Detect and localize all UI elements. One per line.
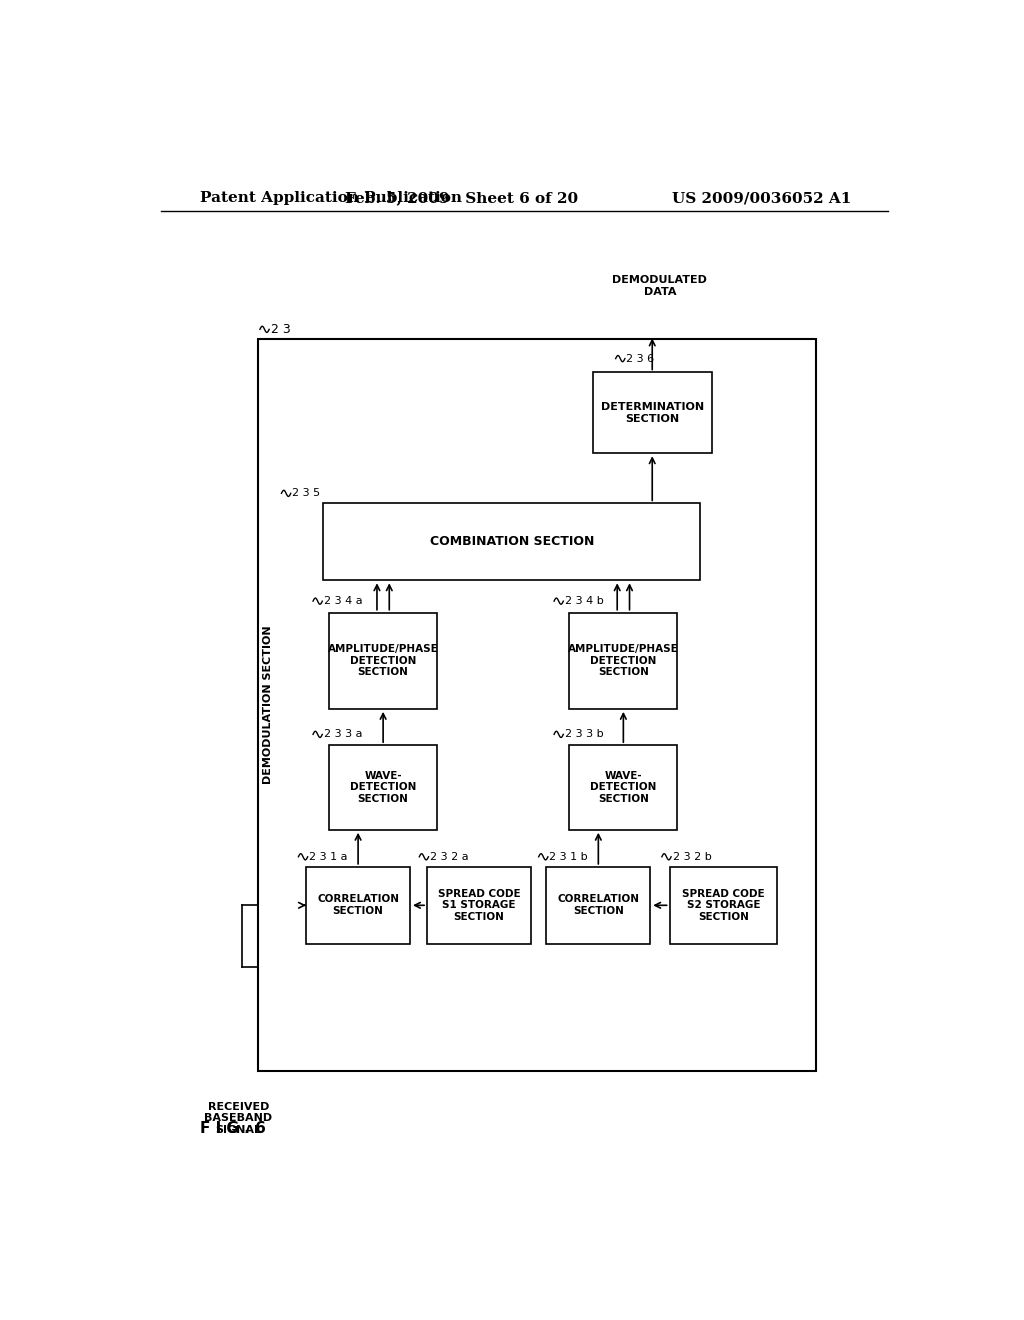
Bar: [670, 867, 777, 944]
Text: Feb. 5, 2009   Sheet 6 of 20: Feb. 5, 2009 Sheet 6 of 20: [345, 191, 579, 206]
Text: 2 3 1 a: 2 3 1 a: [309, 851, 348, 862]
Bar: [569, 612, 677, 709]
Text: 2 3 3 b: 2 3 3 b: [565, 730, 603, 739]
Text: 2 3 3 a: 2 3 3 a: [324, 730, 362, 739]
Bar: [593, 372, 712, 453]
Text: 2 3 6: 2 3 6: [627, 354, 654, 363]
Text: DEMODULATED
DATA: DEMODULATED DATA: [612, 276, 708, 297]
Text: AMPLITUDE/PHASE
DETECTION
SECTION: AMPLITUDE/PHASE DETECTION SECTION: [328, 644, 438, 677]
Text: F I G . 6: F I G . 6: [200, 1121, 266, 1137]
Bar: [323, 503, 700, 581]
Text: AMPLITUDE/PHASE
DETECTION
SECTION: AMPLITUDE/PHASE DETECTION SECTION: [568, 644, 679, 677]
Text: 2 3 4 a: 2 3 4 a: [324, 597, 362, 606]
Text: Patent Application Publication: Patent Application Publication: [200, 191, 462, 206]
Text: SPREAD CODE
S2 STORAGE
SECTION: SPREAD CODE S2 STORAGE SECTION: [682, 888, 765, 921]
Text: CORRELATION
SECTION: CORRELATION SECTION: [557, 895, 639, 916]
Text: COMBINATION SECTION: COMBINATION SECTION: [429, 536, 594, 548]
Bar: [427, 867, 531, 944]
Text: DETERMINATION
SECTION: DETERMINATION SECTION: [601, 403, 703, 424]
Text: 2 3 4 b: 2 3 4 b: [565, 597, 603, 606]
Text: SPREAD CODE
S1 STORAGE
SECTION: SPREAD CODE S1 STORAGE SECTION: [437, 888, 520, 921]
Bar: [306, 867, 410, 944]
Text: 2 3 1 b: 2 3 1 b: [550, 851, 588, 862]
Text: CORRELATION
SECTION: CORRELATION SECTION: [317, 895, 399, 916]
Text: WAVE-
DETECTION
SECTION: WAVE- DETECTION SECTION: [590, 771, 656, 804]
Text: DEMODULATION SECTION: DEMODULATION SECTION: [262, 626, 272, 784]
Text: US 2009/0036052 A1: US 2009/0036052 A1: [673, 191, 852, 206]
Text: WAVE-
DETECTION
SECTION: WAVE- DETECTION SECTION: [350, 771, 417, 804]
Text: 2 3 5: 2 3 5: [292, 488, 321, 499]
Text: 2 3 2 a: 2 3 2 a: [430, 851, 469, 862]
Text: 2 3 2 b: 2 3 2 b: [673, 851, 712, 862]
Bar: [330, 612, 437, 709]
Bar: [330, 744, 437, 830]
Bar: [569, 744, 677, 830]
Text: RECEIVED
BASEBAND
SIGNAL: RECEIVED BASEBAND SIGNAL: [205, 1102, 272, 1135]
Text: 2 3: 2 3: [270, 323, 291, 335]
Bar: [258, 339, 816, 1071]
Bar: [547, 867, 650, 944]
